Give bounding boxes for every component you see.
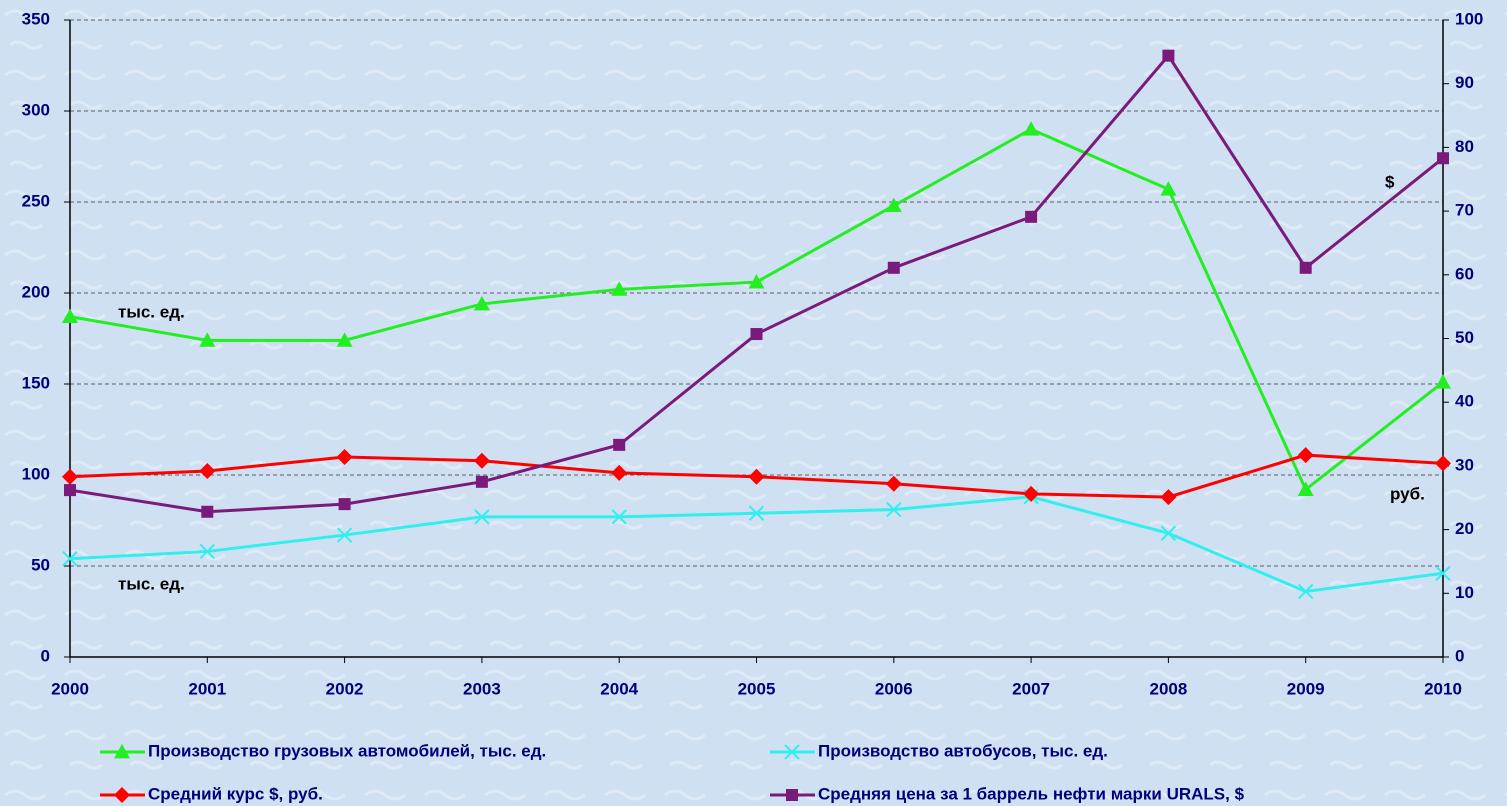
annotation: тыс. ед. bbox=[118, 574, 185, 593]
y2-tick-label: 100 bbox=[1455, 9, 1483, 28]
marker bbox=[62, 468, 78, 485]
marker bbox=[336, 527, 353, 543]
y-tick-label: 350 bbox=[22, 9, 50, 28]
marker bbox=[474, 509, 490, 525]
marker bbox=[750, 328, 763, 341]
marker bbox=[201, 505, 214, 518]
marker bbox=[199, 543, 216, 560]
legend-marker bbox=[784, 744, 800, 760]
marker bbox=[611, 509, 627, 525]
y2-tick-label: 20 bbox=[1455, 519, 1474, 538]
x-tick-label: 2002 bbox=[326, 679, 364, 698]
legend-label: Средняя цена за 1 баррель нефти марки UR… bbox=[818, 784, 1245, 803]
marker bbox=[1297, 481, 1314, 496]
legend-label: Средний курс $, руб. bbox=[148, 784, 323, 803]
x-tick-label: 2008 bbox=[1149, 679, 1187, 698]
marker bbox=[1435, 374, 1451, 389]
marker bbox=[886, 501, 902, 518]
marker bbox=[62, 551, 78, 567]
marker bbox=[885, 197, 902, 213]
marker bbox=[611, 464, 628, 481]
legend-marker bbox=[786, 789, 798, 801]
legend-marker bbox=[114, 744, 130, 759]
x-tick-label: 2010 bbox=[1424, 679, 1462, 698]
y2-tick-label: 80 bbox=[1455, 137, 1474, 156]
y-tick-label: 0 bbox=[41, 646, 50, 665]
legend-label: Производство автобусов, тыс. ед. bbox=[818, 741, 1108, 760]
marker bbox=[1023, 121, 1040, 136]
marker bbox=[1297, 583, 1314, 600]
marker bbox=[199, 462, 216, 479]
x-tick-label: 2007 bbox=[1012, 679, 1050, 698]
marker bbox=[1025, 210, 1038, 223]
y-tick-label: 250 bbox=[22, 191, 50, 210]
marker bbox=[1023, 485, 1040, 502]
marker bbox=[473, 295, 490, 311]
marker bbox=[336, 448, 353, 465]
y-tick-label: 150 bbox=[22, 373, 50, 392]
marker bbox=[748, 468, 765, 485]
marker bbox=[473, 452, 490, 469]
marker bbox=[1437, 152, 1449, 165]
x-tick-label: 2004 bbox=[600, 679, 638, 698]
marker bbox=[336, 332, 353, 347]
marker bbox=[611, 281, 628, 296]
marker bbox=[885, 475, 902, 492]
marker bbox=[1297, 447, 1314, 464]
legend-marker bbox=[114, 787, 130, 803]
x-tick-label: 2006 bbox=[875, 679, 913, 698]
y2-tick-label: 50 bbox=[1455, 328, 1474, 347]
marker bbox=[475, 475, 488, 488]
y2-tick-label: 40 bbox=[1455, 392, 1474, 411]
marker bbox=[338, 498, 351, 511]
x-tick-label: 2005 bbox=[738, 679, 776, 698]
y2-tick-label: 60 bbox=[1455, 264, 1474, 283]
marker bbox=[1435, 455, 1451, 472]
legend-label: Производство грузовых автомобилей, тыс. … bbox=[148, 741, 546, 760]
marker bbox=[1435, 565, 1451, 581]
marker bbox=[62, 308, 78, 324]
y-tick-label: 100 bbox=[22, 464, 50, 483]
y-tick-label: 300 bbox=[22, 100, 50, 119]
marker bbox=[887, 261, 900, 274]
x-tick-label: 2003 bbox=[463, 679, 501, 698]
annotation: тыс. ед. bbox=[118, 302, 185, 321]
y-tick-label: 200 bbox=[22, 282, 50, 301]
annotation: руб. bbox=[1390, 484, 1425, 503]
y2-tick-label: 10 bbox=[1455, 583, 1474, 602]
marker bbox=[748, 505, 765, 521]
x-tick-label: 2000 bbox=[51, 679, 89, 698]
marker bbox=[1160, 181, 1177, 196]
marker bbox=[1299, 261, 1312, 274]
marker bbox=[748, 274, 765, 289]
marker bbox=[1160, 489, 1177, 506]
y2-tick-label: 30 bbox=[1455, 455, 1474, 474]
marker bbox=[64, 484, 76, 497]
y-tick-label: 50 bbox=[31, 555, 50, 574]
y2-tick-label: 0 bbox=[1455, 646, 1464, 665]
x-tick-label: 2001 bbox=[188, 679, 226, 698]
marker bbox=[1162, 49, 1175, 62]
x-tick-label: 2009 bbox=[1287, 679, 1325, 698]
marker bbox=[199, 332, 216, 347]
y2-tick-label: 70 bbox=[1455, 201, 1474, 220]
y2-tick-label: 90 bbox=[1455, 73, 1474, 92]
marker bbox=[613, 438, 626, 451]
annotation: $ bbox=[1385, 172, 1395, 191]
marker bbox=[1160, 525, 1177, 541]
